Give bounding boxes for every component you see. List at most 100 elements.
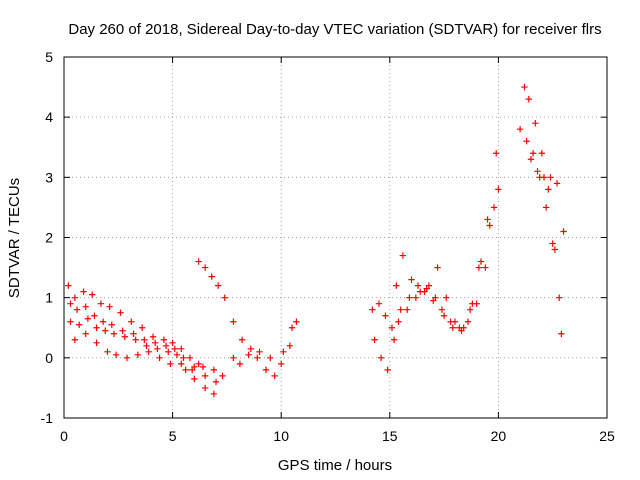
x-tick-label: 15 [382, 428, 398, 444]
data-point [280, 348, 287, 356]
data-point [167, 360, 174, 368]
data-point [271, 372, 278, 380]
data-point [210, 366, 218, 374]
data-point [188, 366, 196, 374]
data-point [369, 306, 376, 313]
data-point [212, 378, 220, 386]
data-point [395, 318, 402, 325]
data-point [143, 342, 150, 349]
series-arc-7 [230, 318, 300, 368]
data-point [560, 228, 567, 235]
data-point [547, 174, 554, 181]
x-tick-labels: 0 5 10 15 20 25 [60, 428, 615, 444]
data-point [160, 336, 168, 343]
data-point [375, 300, 383, 307]
data-point [432, 294, 439, 301]
data-point [256, 348, 263, 356]
data-point [76, 321, 83, 328]
data-point [93, 324, 100, 331]
data-point [238, 336, 246, 343]
x-tick-label: 10 [273, 428, 289, 444]
y-tick-label: -1 [41, 410, 54, 426]
data-point [469, 300, 476, 307]
data-point [119, 327, 126, 334]
y-tick-label: 2 [45, 230, 53, 246]
data-point [464, 318, 472, 325]
tick-layer [63, 56, 608, 419]
data-point [393, 282, 400, 289]
y-tick-label: 1 [45, 290, 53, 306]
data-point [440, 312, 448, 319]
data-point [556, 294, 563, 301]
data-point [210, 390, 218, 398]
data-point [141, 336, 148, 343]
series-arc-6 [230, 324, 296, 380]
data-point [180, 354, 187, 362]
data-point [128, 318, 135, 325]
data-point [482, 264, 489, 271]
data-point [553, 180, 561, 187]
data-point [542, 204, 550, 211]
data-point [493, 150, 500, 157]
data-point [477, 258, 485, 265]
data-point [67, 300, 74, 307]
data-point [382, 312, 389, 319]
data-point [460, 324, 467, 331]
data-point [484, 216, 491, 223]
data-point [288, 324, 296, 331]
data-point [201, 372, 209, 380]
data-point [267, 354, 274, 362]
data-point [403, 306, 411, 313]
data-point [434, 264, 441, 271]
chart-title: Day 260 of 2018, Sidereal Day-to-day VTE… [68, 21, 601, 38]
data-point [286, 342, 294, 349]
data-marks [65, 83, 567, 398]
data-point [443, 294, 450, 301]
data-point [521, 83, 528, 91]
data-point [558, 330, 565, 337]
data-point [475, 264, 483, 271]
x-tick-label: 25 [599, 428, 615, 444]
series-arc-5 [195, 258, 228, 301]
data-point [178, 360, 185, 368]
data-point [165, 348, 172, 356]
series-arc-10 [393, 186, 502, 331]
y-tick-label: 0 [45, 350, 53, 366]
data-point [466, 306, 474, 313]
data-point [532, 119, 539, 127]
data-point [104, 348, 111, 356]
data-point [219, 372, 226, 380]
series-arc-12 [516, 126, 563, 301]
data-point [254, 354, 261, 362]
data-point [121, 333, 129, 340]
grid-layer [64, 57, 607, 418]
data-point [230, 318, 237, 325]
data-point [262, 366, 270, 374]
data-point [293, 318, 300, 325]
data-point [201, 264, 209, 271]
data-point [527, 156, 535, 163]
data-point [71, 294, 79, 301]
data-point [149, 333, 157, 340]
data-point [169, 339, 176, 346]
series-arc-9 [371, 150, 500, 374]
series-arc-2 [67, 300, 220, 386]
y-tick-label: 3 [45, 169, 53, 185]
series-arc-11 [521, 83, 565, 337]
data-point [110, 330, 118, 337]
data-point [516, 126, 524, 133]
data-point [171, 345, 178, 353]
data-point [208, 273, 215, 280]
data-point [551, 246, 559, 253]
data-point [201, 384, 209, 392]
data-point [406, 294, 413, 301]
x-axis-label: GPS time / hours [278, 457, 392, 474]
data-point [388, 324, 396, 331]
data-point [417, 288, 424, 295]
data-point [490, 204, 498, 211]
data-point [408, 276, 415, 283]
data-point [215, 282, 222, 289]
data-point [538, 150, 546, 157]
